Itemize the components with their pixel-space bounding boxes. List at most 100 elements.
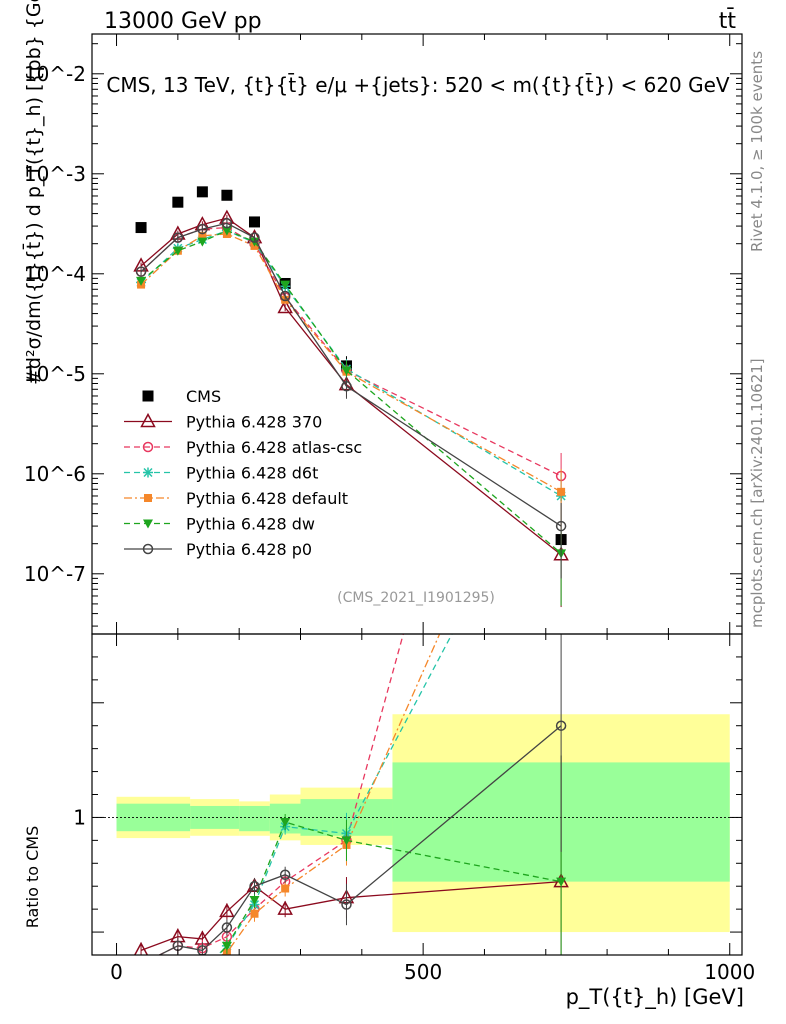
series-pythia-6-428-p0	[135, 218, 567, 579]
data-point	[277, 298, 293, 314]
y-tick-label: 10^-4	[24, 262, 86, 286]
ratio-line	[217, 634, 453, 955]
rivet-version-label: Rivet 4.1.0, ≥ 100k events	[748, 51, 766, 252]
data-point	[249, 232, 260, 243]
mcplots-label: mcplots.cern.ch [arXiv:2401.10621]	[748, 358, 766, 628]
main-y-axis-label: #d²σ/dm({t}{t̄}) d p_T({t}_h) [{pb} {GeV…	[21, 0, 45, 385]
data-point	[172, 246, 183, 256]
ratio-point	[173, 967, 183, 976]
ratio-frame	[91, 633, 743, 956]
data-point	[221, 189, 233, 201]
ratio-y-axis-label: Ratio to CMS	[23, 826, 42, 928]
legend-entry: Pythia 6.428 default	[124, 489, 348, 508]
ratio-series-layer	[133, 56, 569, 987]
legend-marker	[144, 494, 152, 502]
ratio-pythia-6-428-dw	[136, 755, 567, 983]
legend-entry: Pythia 6.428 370	[124, 413, 322, 432]
ratio-point	[279, 869, 291, 880]
series-pythia-6-428-dw	[136, 226, 567, 606]
data-point	[136, 276, 147, 286]
ratio-point	[197, 969, 207, 978]
y-tick-label: 10^-3	[24, 162, 86, 186]
ratio-point	[136, 973, 146, 983]
ratio-point	[219, 902, 235, 918]
ratio-line	[220, 634, 441, 955]
ratio-point	[174, 967, 182, 975]
legend-entry: Pythia 6.428 atlas-csc	[124, 438, 362, 457]
x-tick-label: 0	[110, 960, 123, 984]
legend-marker	[142, 441, 154, 453]
data-point	[172, 232, 184, 243]
plot-title: CMS, 13 TeV, {t}{t̄} e/μ +{jets}: 520 < …	[106, 72, 730, 97]
ratio-point	[341, 899, 352, 910]
ratio-point	[556, 423, 566, 433]
ratio-point	[557, 56, 566, 65]
main-plot: 10^-7 10^-6 10^-5 10^-4 10^-3 10^-2	[24, 33, 743, 635]
ratio-point	[281, 884, 290, 893]
ratio-point	[250, 909, 259, 918]
ratio-point	[341, 836, 352, 846]
legend-entry: Pythia 6.428 p0	[124, 540, 312, 559]
y-tick-label: 10^-6	[24, 462, 86, 486]
legend: CMS Pythia 6.428 370 Pythia 6.428 atlas-cs…	[124, 387, 362, 559]
data-point	[557, 487, 566, 496]
legend-entry: Pythia 6.428 dw	[124, 515, 315, 534]
data-point	[221, 218, 233, 229]
ratio-point	[556, 877, 567, 887]
legend-marker	[143, 467, 153, 478]
data-point	[197, 237, 208, 247]
data-point	[198, 231, 207, 240]
data-point	[135, 222, 147, 234]
ratio-point	[249, 880, 260, 892]
legend-entry: CMS	[142, 387, 221, 406]
ratio-point	[221, 922, 233, 933]
uncertainty-bands	[92, 714, 742, 933]
ratio-point	[137, 960, 146, 969]
ratio-point	[137, 960, 146, 969]
legend-entry: Pythia 6.428 d6t	[124, 464, 318, 483]
ratio-point	[249, 895, 260, 905]
data-point	[341, 366, 352, 376]
header-right: tt̄	[719, 8, 737, 34]
ratio-point	[133, 941, 149, 955]
header-left: 13000 GeV pp	[104, 9, 262, 34]
ratio-point	[277, 900, 293, 915]
ratio-point	[555, 720, 567, 731]
ratio-point	[137, 979, 145, 987]
ratio-point	[280, 818, 291, 828]
legend-label: CMS	[186, 387, 221, 406]
legend-marker	[140, 412, 156, 428]
data-point	[196, 186, 208, 198]
ratio-y-tick-label: 1	[73, 805, 86, 829]
data-point	[555, 520, 567, 532]
legend-label: Pythia 6.428 default	[186, 489, 348, 508]
x-tick-label: 500	[404, 960, 442, 984]
legend-marker	[142, 543, 154, 555]
legend-label: Pythia 6.428 dw	[186, 515, 315, 534]
ratio-point	[197, 966, 207, 976]
data-point	[172, 196, 184, 208]
band-inner	[239, 805, 270, 832]
main-series-layer	[133, 186, 569, 608]
legend-label: Pythia 6.428 p0	[186, 540, 312, 559]
series-line	[140, 229, 562, 554]
data-point	[221, 226, 232, 236]
ratio-point	[136, 974, 146, 983]
band-inner	[190, 805, 240, 829]
ratio-point	[221, 941, 232, 951]
analysis-id: (CMS_2021_I1901295)	[337, 590, 495, 606]
ratio-point	[173, 959, 183, 969]
y-tick-label: 10^-5	[24, 362, 86, 386]
series-pythia-6-428-atlas-csc	[135, 222, 567, 529]
y-tick-label: 10^-7	[24, 562, 86, 586]
x-tick-label: 1000	[704, 960, 755, 984]
data-point	[135, 266, 147, 277]
ratio-line	[217, 821, 562, 955]
ratio-point	[557, 355, 565, 363]
data-point	[249, 216, 260, 228]
ratio-point	[198, 960, 206, 968]
x-axis-label: p_T({t}_h) [GeV]	[566, 985, 744, 1010]
data-point	[280, 280, 291, 290]
data-point	[197, 223, 208, 235]
